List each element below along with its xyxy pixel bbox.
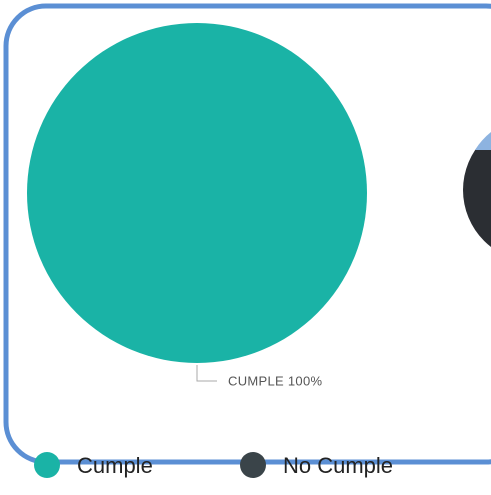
label-leader [196,365,217,382]
pie: CUMPLE 100% [27,23,367,388]
legend-marker [240,452,266,478]
legend-label: Cumple [77,453,153,478]
avatar-highlight [475,132,491,150]
slice-label: CUMPLE 100% [228,373,322,388]
card-frame [3,3,491,465]
avatar-circle [463,133,491,247]
legend-label: No Cumple [283,453,393,478]
neighbor-avatar [463,132,491,247]
legend: Cumple No Cumple [34,452,393,478]
legend-marker [34,452,60,478]
pie-slice [27,23,367,363]
